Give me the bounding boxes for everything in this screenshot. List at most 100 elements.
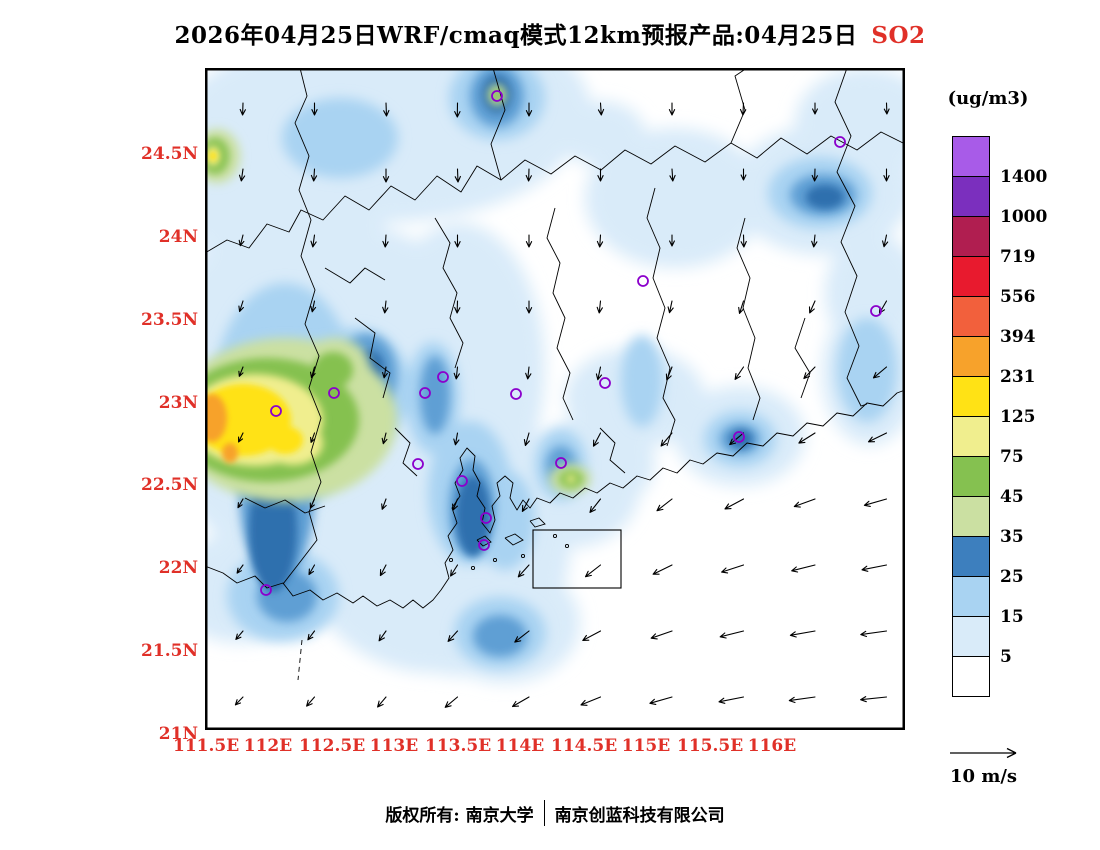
colorbar-cell bbox=[952, 536, 990, 577]
wind-arrow bbox=[860, 696, 888, 703]
lon-tick-label: 112E bbox=[243, 736, 293, 756]
station-marker bbox=[834, 136, 846, 148]
islands-and-inset bbox=[297, 517, 622, 681]
wind-arrow bbox=[525, 366, 532, 380]
wind-arrow bbox=[803, 366, 816, 380]
title-text: 2026年04月25日WRF/cmaq模式12km预报产品:04月25日 bbox=[174, 22, 858, 49]
inset-box bbox=[532, 529, 622, 589]
wind-arrow bbox=[523, 432, 530, 447]
wind-arrow bbox=[883, 168, 890, 182]
colorbar-level-label: 231 bbox=[1000, 367, 1036, 387]
colorbar-unit-label: (ug/m3) bbox=[947, 88, 1029, 109]
wind-arrow bbox=[660, 432, 673, 447]
wind-arrow bbox=[525, 300, 533, 314]
lon-tick-label: 114E bbox=[495, 736, 545, 756]
wind-arrow bbox=[309, 498, 316, 509]
page-title: 2026年04月25日WRF/cmaq模式12km预报产品:04月25日 SO2 bbox=[80, 16, 1020, 50]
station-marker bbox=[733, 431, 745, 443]
wind-arrow bbox=[238, 300, 244, 313]
colorbar-cell bbox=[952, 576, 990, 617]
lon-tick-label: 115.5E bbox=[677, 736, 744, 756]
wind-arrow bbox=[860, 630, 888, 638]
colorbar-level-label: 125 bbox=[1000, 407, 1036, 427]
wind-arrow bbox=[861, 564, 888, 572]
boundary-line bbox=[794, 317, 811, 399]
wind-arrow bbox=[239, 102, 246, 116]
wind-arrow bbox=[793, 498, 816, 508]
colorbar-level-label: 394 bbox=[1000, 327, 1036, 347]
wind-arrow bbox=[669, 168, 676, 182]
wind-arrow bbox=[525, 102, 533, 117]
colorbar-cell bbox=[952, 256, 990, 297]
boundary-line bbox=[736, 217, 761, 421]
colorbar-cell bbox=[952, 496, 990, 537]
wind-arrow bbox=[307, 630, 316, 641]
wind-arrow bbox=[454, 102, 461, 118]
wind-scale: 10 m/s bbox=[946, 740, 1056, 787]
boundary-line bbox=[730, 68, 748, 144]
station-marker bbox=[270, 405, 282, 417]
wind-arrow bbox=[656, 498, 673, 512]
wind-arrow bbox=[789, 630, 816, 638]
lon-tick-label: 115E bbox=[621, 736, 671, 756]
lat-tick-label: 22N bbox=[158, 558, 198, 579]
wind-arrow bbox=[812, 102, 818, 115]
wind-arrow bbox=[310, 234, 317, 248]
contour-layer bbox=[205, 151, 303, 456]
wind-arrow bbox=[235, 630, 244, 640]
wind-arrow bbox=[872, 366, 888, 379]
wind-arrow bbox=[863, 498, 888, 507]
boundary-line bbox=[546, 207, 574, 421]
boundary-line bbox=[205, 131, 905, 254]
wind-arrow bbox=[650, 630, 673, 640]
map-area bbox=[205, 68, 905, 730]
lat-tick-label: 23.5N bbox=[141, 309, 198, 330]
boundary-line bbox=[834, 68, 868, 407]
colorbar-cell bbox=[952, 136, 990, 177]
wind-arrow bbox=[667, 300, 674, 314]
wind-arrow bbox=[378, 630, 387, 642]
lon-tick-label: 112.5E bbox=[299, 736, 366, 756]
boundary-line bbox=[324, 267, 386, 284]
station-marker bbox=[437, 371, 449, 383]
colorbar-level-label: 5 bbox=[1000, 647, 1012, 667]
boundary-line bbox=[354, 317, 391, 399]
wind-arrow bbox=[596, 300, 603, 314]
wind-arrow bbox=[517, 564, 530, 578]
wind-arrow bbox=[309, 366, 316, 379]
colorbar-level-label: 35 bbox=[1000, 527, 1024, 547]
station-marker bbox=[599, 377, 611, 389]
wind-arrow bbox=[382, 234, 389, 248]
copyright-footer: 版权所有: 南京大学 南京创蓝科技有限公司 bbox=[205, 800, 905, 826]
dashed-boundary bbox=[297, 639, 303, 681]
wind-arrow bbox=[721, 564, 745, 574]
wind-arrow bbox=[739, 102, 747, 116]
lat-tick-label: 22.5N bbox=[141, 475, 198, 496]
wind-arrow bbox=[669, 234, 675, 247]
wind-arrow bbox=[740, 168, 747, 181]
wind-arrow bbox=[724, 498, 745, 510]
wind-arrow bbox=[582, 630, 602, 641]
wind-arrow bbox=[798, 432, 816, 444]
wind-arrow bbox=[310, 432, 316, 443]
wind-arrow bbox=[665, 366, 673, 381]
boundary-line bbox=[244, 497, 326, 514]
wind-arrow bbox=[236, 564, 244, 574]
wind-arrow bbox=[595, 366, 603, 381]
boundary-line bbox=[282, 68, 322, 585]
station-marker bbox=[555, 457, 567, 469]
wind-arrow bbox=[382, 168, 390, 183]
station-marker bbox=[456, 475, 468, 487]
station-marker bbox=[637, 275, 649, 287]
wind-arrow bbox=[668, 102, 676, 116]
wind-arrow bbox=[310, 300, 317, 313]
wind-arrow bbox=[511, 696, 530, 708]
wind-arrow bbox=[234, 696, 244, 706]
contour-layer bbox=[205, 394, 238, 463]
colorbar-cell bbox=[952, 176, 990, 217]
lat-tick-label: 24.5N bbox=[141, 144, 198, 164]
station-marker bbox=[419, 387, 431, 399]
lon-tick-label: 114.5E bbox=[551, 736, 618, 756]
colorbar-cell bbox=[952, 216, 990, 257]
